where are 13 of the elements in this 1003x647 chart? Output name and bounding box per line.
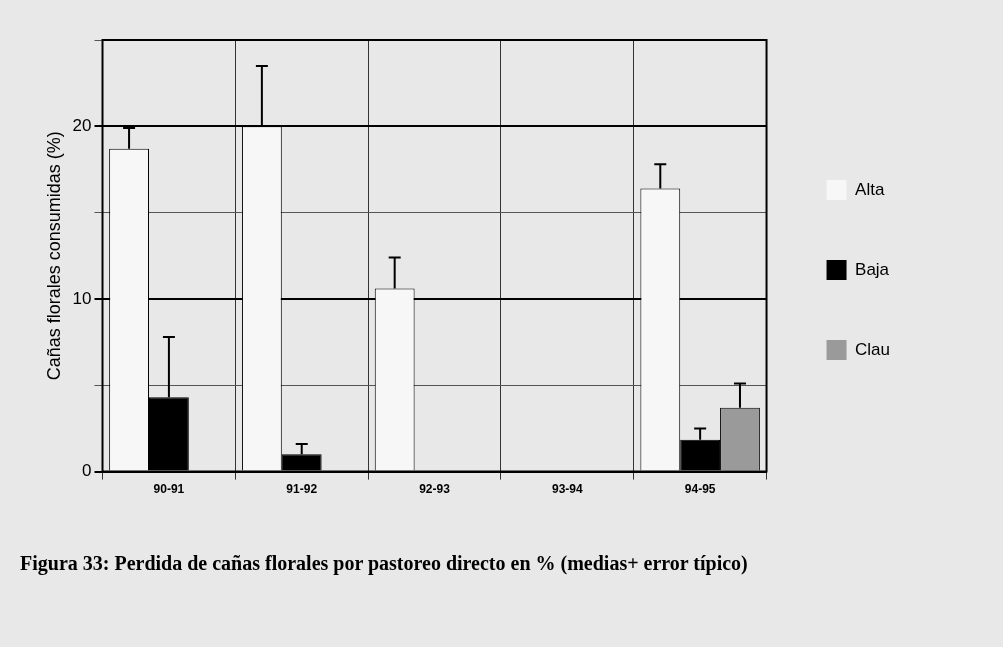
y-axis-title: Cañas florales consumidas (%) — [43, 131, 64, 381]
legend-label: Baja — [855, 259, 890, 279]
legend-label: Alta — [855, 179, 885, 199]
x-tick-label: 90-91 — [153, 482, 185, 497]
x-tick-label: 91-92 — [286, 482, 318, 497]
y-tick-label: 0 — [82, 461, 92, 481]
legend-label: Clau — [855, 339, 891, 359]
text: Figura 33: Perdida de cañas florales por pastoreo directo en % (medias+ error típico) — [20, 552, 748, 575]
x-tick-label: 93-94 — [551, 482, 583, 497]
x-tick-label: 94-95 — [684, 482, 716, 497]
x-tick-label: 92-93 — [419, 482, 451, 497]
y-tick-label: 20 — [72, 116, 92, 136]
y-tick-label: 10 — [72, 288, 92, 308]
